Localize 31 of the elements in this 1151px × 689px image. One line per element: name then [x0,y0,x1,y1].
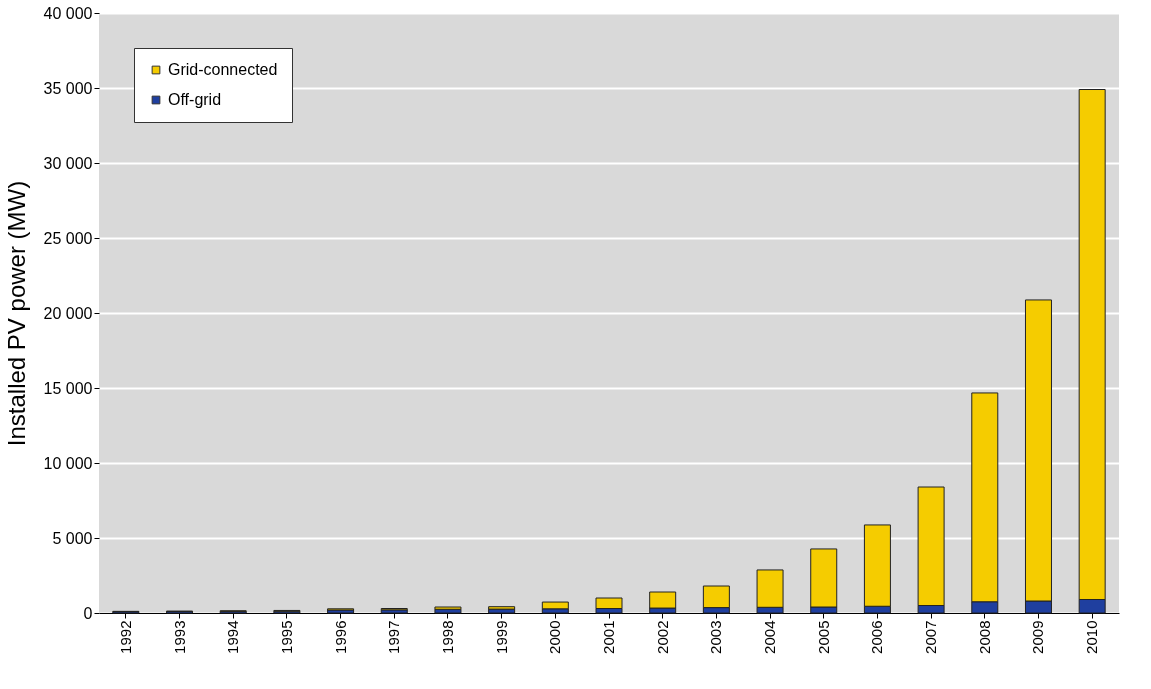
x-tick-label: 1992 [116,620,134,654]
x-tick-label: 1993 [170,620,188,654]
x-tick-label: 2008 [975,620,993,654]
x-tick-label: 1995 [277,620,295,654]
y-tick-label: 30 000 [43,154,93,172]
y-tick-label: 10 000 [43,454,93,472]
y-tick-label: 25 000 [43,229,93,247]
x-tick-label: 1997 [385,620,403,654]
x-tick-label: 2000 [546,620,564,654]
y-tick-label: 20 000 [43,304,93,322]
y-tick-label: 35 000 [43,79,93,97]
x-tick-label: 2002 [653,620,671,654]
y-tick-label: 5 000 [52,529,93,547]
x-tick-label: 1994 [224,620,242,654]
x-tick-label: 2005 [814,620,832,654]
x-tick-label: 1996 [331,620,349,654]
x-tick-label: 1999 [492,620,510,654]
x-tick-label: 2007 [922,620,940,654]
x-tick-label: 2001 [600,620,617,654]
x-tick-label: 2004 [761,620,779,654]
legend-label: Grid-connected [168,61,278,78]
legend-label: Off-grid [168,91,222,108]
y-tick-label: 0 [83,604,93,622]
x-tick-label: 2006 [868,620,886,654]
y-tick-label: 15 000 [43,379,93,397]
y-tick-label: 40 000 [43,4,93,22]
x-tick-label: 1998 [438,620,456,654]
y-axis-title: Installed PV power (MW) [2,180,30,447]
x-tick-label: 2009 [1029,620,1047,654]
x-tick-label: 2010 [1083,620,1101,654]
x-tick-label: 2003 [707,620,725,654]
